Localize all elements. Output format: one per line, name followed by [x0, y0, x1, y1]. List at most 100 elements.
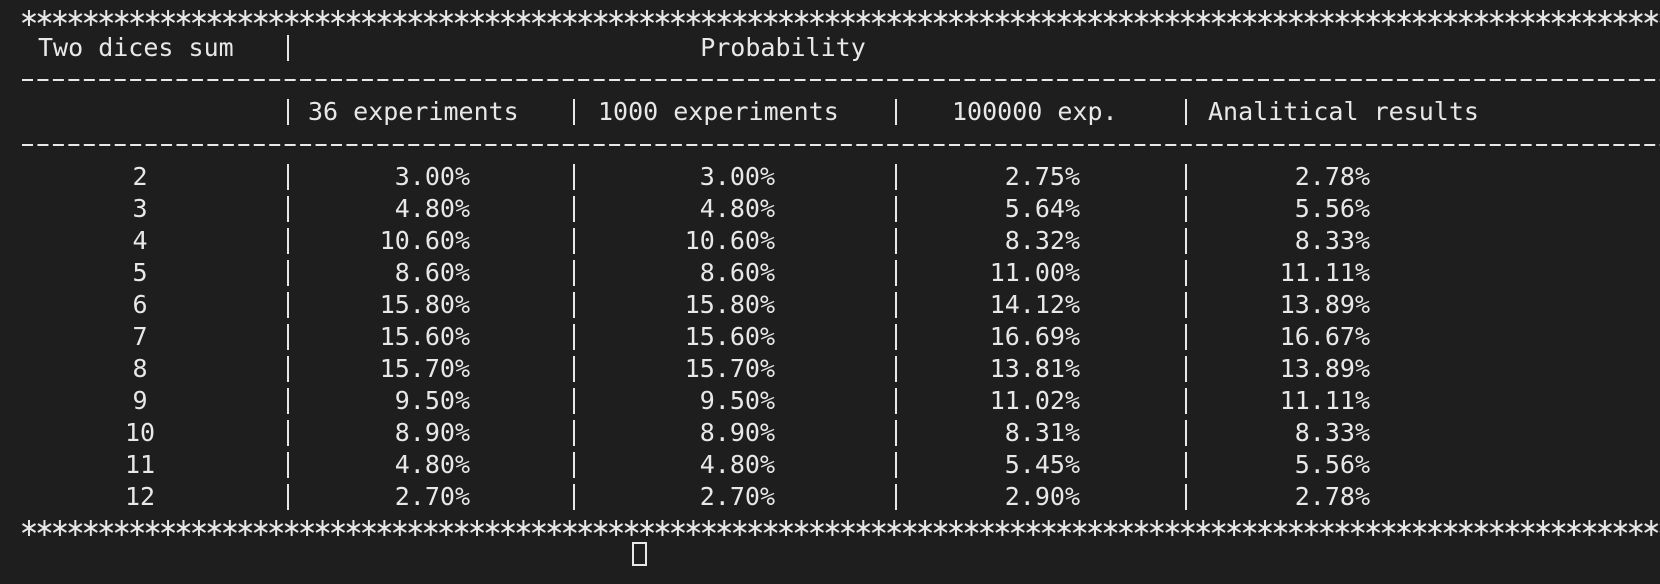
asterisk-border	[22, 8, 1660, 28]
column-separator	[1185, 164, 1187, 190]
column-separator	[287, 99, 289, 125]
cell: 9.50%	[699, 386, 775, 415]
column-separator	[895, 484, 897, 510]
header-cell: Analitical results	[1208, 97, 1479, 126]
cell: 15.80%	[379, 290, 470, 319]
cell: 11.11%	[1279, 386, 1370, 415]
cell: 8.33%	[1294, 226, 1370, 255]
cell: 2.75%	[1004, 162, 1080, 191]
cell: 11.00%	[989, 258, 1080, 287]
column-separator	[573, 292, 575, 318]
column-separator	[1185, 99, 1187, 125]
column-separator	[573, 452, 575, 478]
cell: 10.60%	[379, 226, 470, 255]
header-cell: 1000 experiments	[598, 97, 839, 126]
cell: 5	[132, 258, 148, 287]
column-separator	[287, 260, 289, 286]
column-separator	[287, 420, 289, 446]
cell: 13.89%	[1279, 290, 1370, 319]
cell: 13.81%	[989, 354, 1080, 383]
column-separator	[287, 356, 289, 382]
cell: 2.78%	[1294, 162, 1370, 191]
header-cell: 100000 exp.	[952, 97, 1118, 126]
cell: 5.56%	[1294, 450, 1370, 479]
column-separator	[573, 388, 575, 414]
cell: 16.67%	[1279, 322, 1370, 351]
cell: 4.80%	[699, 450, 775, 479]
column-separator	[1185, 260, 1187, 286]
column-separator	[1185, 228, 1187, 254]
cell: 4.80%	[699, 194, 775, 223]
column-separator	[895, 196, 897, 222]
column-separator	[573, 260, 575, 286]
cell: 9	[132, 386, 148, 415]
cell: 4.80%	[394, 194, 470, 223]
column-separator	[895, 292, 897, 318]
cell: 6	[132, 290, 148, 319]
cell: 2.70%	[699, 482, 775, 511]
cell: 8.60%	[699, 258, 775, 287]
cell: 11.02%	[989, 386, 1080, 415]
cell: 8.60%	[394, 258, 470, 287]
cell: 15.70%	[379, 354, 470, 383]
cell: 12	[124, 482, 156, 511]
column-separator	[287, 196, 289, 222]
cell: 4	[132, 226, 148, 255]
cell: 8.31%	[1004, 418, 1080, 447]
column-separator	[573, 356, 575, 382]
cell: 2.90%	[1004, 482, 1080, 511]
column-separator	[895, 420, 897, 446]
cell: 5.64%	[1004, 194, 1080, 223]
cell: 8.90%	[699, 418, 775, 447]
asterisk-border	[22, 518, 1660, 538]
cell: 15.70%	[684, 354, 775, 383]
cell: 15.80%	[684, 290, 775, 319]
header-cell: 36 experiments	[308, 97, 519, 126]
column-separator	[573, 99, 575, 125]
cell: 13.89%	[1279, 354, 1370, 383]
column-separator	[895, 324, 897, 350]
cell: 3.00%	[699, 162, 775, 191]
column-separator	[287, 452, 289, 478]
cell: 15.60%	[379, 322, 470, 351]
column-separator	[1185, 452, 1187, 478]
column-separator	[287, 228, 289, 254]
column-separator	[895, 452, 897, 478]
cell: 14.12%	[989, 290, 1080, 319]
column-separator	[1185, 356, 1187, 382]
column-separator	[895, 99, 897, 125]
column-separator	[573, 324, 575, 350]
cursor	[632, 542, 647, 566]
cell: 2.78%	[1294, 482, 1370, 511]
column-separator	[895, 260, 897, 286]
cell: 15.60%	[684, 322, 775, 351]
column-separator	[287, 324, 289, 350]
column-separator	[1185, 324, 1187, 350]
column-separator	[895, 164, 897, 190]
cell: 8	[132, 354, 148, 383]
column-separator	[287, 35, 289, 61]
column-separator	[1185, 484, 1187, 510]
cell: 11.11%	[1279, 258, 1370, 287]
column-separator	[1185, 388, 1187, 414]
column-separator	[895, 356, 897, 382]
column-separator	[1185, 420, 1187, 446]
column-separator	[287, 292, 289, 318]
column-separator	[1185, 196, 1187, 222]
column-separator	[287, 164, 289, 190]
cell: 2.70%	[394, 482, 470, 511]
column-separator	[573, 420, 575, 446]
cell: 8.32%	[1004, 226, 1080, 255]
cell: 3.00%	[394, 162, 470, 191]
cell: 2	[132, 162, 148, 191]
cell: 9.50%	[394, 386, 470, 415]
column-separator	[895, 388, 897, 414]
cell: 10.60%	[684, 226, 775, 255]
column-separator	[573, 196, 575, 222]
cell: 10	[124, 418, 156, 447]
cell: 16.69%	[989, 322, 1080, 351]
cell: 3	[132, 194, 148, 223]
header-cell: Two dices sum	[38, 33, 234, 62]
cell: 4.80%	[394, 450, 470, 479]
